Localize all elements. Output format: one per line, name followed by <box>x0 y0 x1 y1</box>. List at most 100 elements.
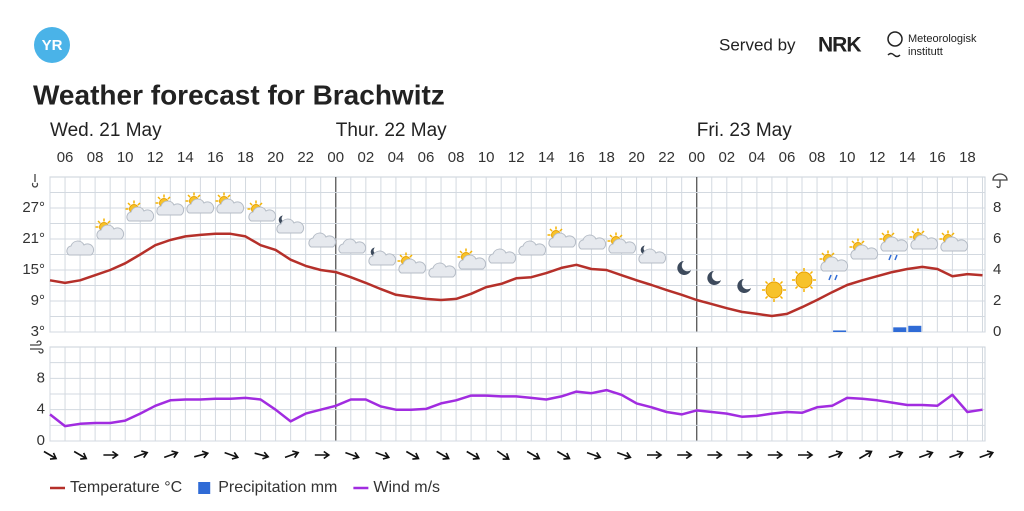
y-tick-label: 21° <box>22 230 45 247</box>
sun-ray <box>831 252 835 256</box>
x-tick-label: 04 <box>749 149 766 166</box>
y-tick-label: 27° <box>22 199 45 216</box>
legend-label: Precipitation mm <box>218 479 337 496</box>
wind-arrow <box>798 450 814 460</box>
x-tick-label: 00 <box>327 149 344 166</box>
sun-ray <box>399 254 403 258</box>
x-tick-label: 18 <box>598 149 615 166</box>
wind-arrow <box>858 450 873 460</box>
served-by: Served by <box>719 35 796 54</box>
logo-text: YR <box>42 37 63 54</box>
wind-arrow-shape <box>375 451 391 460</box>
wind-arrow-shape <box>586 451 602 460</box>
wind-arrow <box>254 451 270 460</box>
legend-label: Wind m/s <box>373 479 440 496</box>
title: Weather forecast for Brachwitz <box>33 79 445 110</box>
sun-ray <box>821 252 825 256</box>
weather-icon <box>819 250 849 281</box>
legend-label: Temperature °C <box>70 479 182 496</box>
y2-tick-label: 0 <box>993 323 1001 340</box>
precip-bar <box>908 325 922 332</box>
wind-arrow <box>556 450 571 460</box>
sun-ray <box>469 250 473 254</box>
sun-ray <box>97 220 101 224</box>
institute: Meteorologisk <box>908 33 977 45</box>
sun-ray <box>409 254 413 258</box>
wind-arrow <box>43 450 58 460</box>
wind-arrow-shape <box>858 450 873 460</box>
cloud <box>96 224 125 240</box>
wind-arrow <box>979 450 995 459</box>
sun-ray <box>951 232 955 236</box>
cloud <box>820 256 849 272</box>
weather-icon <box>338 238 367 254</box>
x-tick-label: 14 <box>899 149 916 166</box>
wind-arrow <box>224 451 240 460</box>
y2-tick-label: 4 <box>993 261 1001 278</box>
x-tick-label: 18 <box>959 149 976 166</box>
x-tick-label: 08 <box>448 149 465 166</box>
x-tick-label: 04 <box>388 149 405 166</box>
wind-arrow <box>677 450 693 460</box>
cloud <box>216 198 245 214</box>
weather-icon <box>428 262 457 278</box>
wind-arrow-shape <box>979 450 995 459</box>
weather-icon <box>879 230 909 261</box>
thermometer-icon <box>31 174 39 188</box>
x-tick-label: 16 <box>929 149 946 166</box>
weather-icon <box>578 234 607 250</box>
cloud <box>308 232 337 248</box>
cloud <box>608 238 637 254</box>
wind-arrow <box>526 450 541 460</box>
weather-icon <box>457 248 487 270</box>
x-tick-label: 10 <box>839 149 856 166</box>
wind-arrow <box>103 450 119 460</box>
cloud <box>578 234 607 250</box>
wind-arrow-shape <box>43 450 58 460</box>
sun-ray <box>619 234 623 238</box>
cloud <box>910 234 939 250</box>
sun-ray <box>851 240 855 244</box>
x-tick-label: 16 <box>207 149 224 166</box>
sun-ray <box>187 194 191 198</box>
day-label: Thur. 22 May <box>336 120 447 141</box>
wind-arrow-shape <box>707 450 723 460</box>
wind-arrow-shape <box>163 450 179 459</box>
cloud <box>880 236 909 252</box>
weather-icon <box>215 192 245 214</box>
x-tick-label: 12 <box>508 149 525 166</box>
sun-ray <box>881 232 885 236</box>
y2-tick-label: 8 <box>993 199 1001 216</box>
weather-icon <box>488 248 517 264</box>
wind-arrow-shape <box>133 450 149 459</box>
weather-icon <box>66 240 95 256</box>
day-label: Wed. 21 May <box>50 120 162 141</box>
y-tick-label: 8 <box>37 369 45 386</box>
sun-ray <box>809 285 814 290</box>
wind-arrow-shape <box>556 450 571 460</box>
x-tick-label: 22 <box>658 149 675 166</box>
wind-arrow-shape <box>737 450 753 460</box>
wind-arrow-shape <box>436 450 450 460</box>
weather-icon <box>247 200 277 222</box>
wind-arrow <box>949 450 964 459</box>
weather-icon <box>792 268 816 292</box>
wind-arrow-shape <box>677 450 693 460</box>
wind-arrow <box>647 450 663 460</box>
wind-arrow-shape <box>888 450 904 459</box>
sun-ray <box>609 234 613 238</box>
sun-ray <box>167 196 171 200</box>
cloud <box>940 236 969 252</box>
sun-ray <box>809 270 814 275</box>
sun-ray <box>559 228 563 232</box>
weather-icon <box>547 226 577 248</box>
institute-icon <box>887 31 903 47</box>
wind-arrow-shape <box>918 450 934 459</box>
institute: institutt <box>908 46 943 58</box>
logo <box>34 27 70 63</box>
sun-ray <box>779 295 784 300</box>
institute-icon <box>887 52 901 58</box>
rain <box>894 254 898 261</box>
x-tick-label: 14 <box>538 149 555 166</box>
